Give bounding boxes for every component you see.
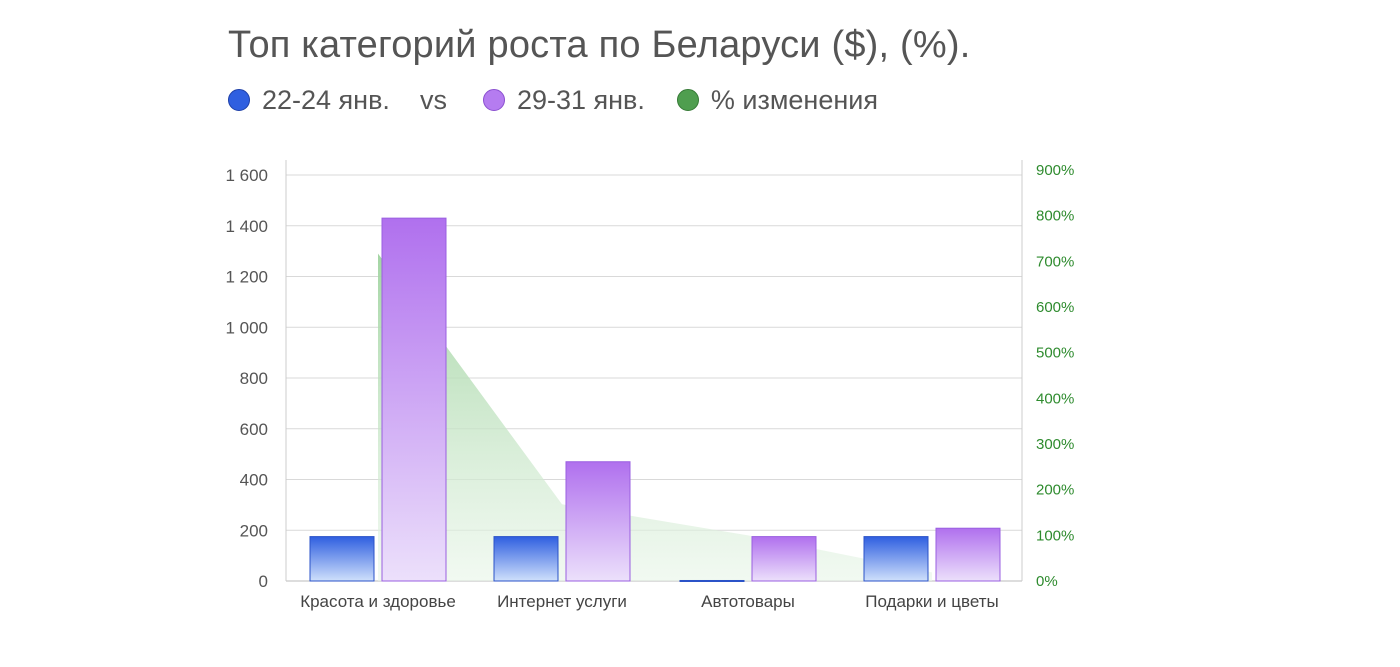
y-tick-label: 1 000 [225,318,268,337]
x-tick-label: Красота и здоровье [300,592,456,611]
y2-tick-label: 400% [1036,390,1074,407]
legend-item-series3[interactable]: % изменения [676,84,878,116]
legend-dot-series3 [676,89,699,111]
y-tick-label: 400 [240,471,268,490]
bar-series1-1 [493,536,559,582]
y2-tick-label: 500% [1036,345,1074,362]
y-tick-label: 1 600 [225,166,268,185]
bar-series2-3 [935,527,1001,582]
bar-series1-2 [679,579,745,582]
y2-tick-label: 700% [1036,253,1074,270]
y-tick-label: 600 [240,420,268,439]
y2-tick-label: 800% [1036,208,1074,225]
legend-label-series1: 22-24 янв. [262,84,390,115]
x-tick-label: Подарки и цветы [865,592,998,611]
legend-vs: vs [419,84,447,115]
y-tick-label: 1 400 [225,217,268,236]
legend-label-series3: % изменения [710,84,878,115]
chart-title: Топ категорий роста по Беларуси ($), (%)… [228,24,971,66]
legend: 22-24 янв. vs 29-31 янв. % изменения [228,82,878,118]
area-series3 [378,253,932,581]
y2-tick-label: 600% [1036,299,1074,316]
x-tick-label: Автотовары [701,592,795,611]
legend-item-series1[interactable]: 22-24 янв. [228,85,390,116]
legend-label-series2: 29-31 янв. [516,84,645,115]
bar-series1-0 [309,536,375,582]
y2-tick-label: 900% [1036,162,1074,179]
bar-series2-1 [565,461,631,582]
x-tick-label: Интернет услуги [497,592,627,611]
y-tick-label: 800 [240,369,268,388]
legend-dot-series2 [482,89,505,111]
bar-series1-3 [863,536,929,582]
y-tick-label: 0 [259,572,268,591]
y-tick-label: 1 200 [225,268,268,287]
y2-tick-label: 200% [1036,482,1074,499]
y2-tick-label: 0% [1036,573,1058,590]
bar-series2-0 [381,217,447,582]
legend-item-series2[interactable]: 29-31 янв. [482,84,645,116]
y2-tick-label: 300% [1036,436,1074,453]
legend-dot-series1 [228,89,250,111]
y2-tick-label: 100% [1036,527,1074,544]
bar-series2-2 [751,536,817,582]
y-tick-label: 200 [240,521,268,540]
